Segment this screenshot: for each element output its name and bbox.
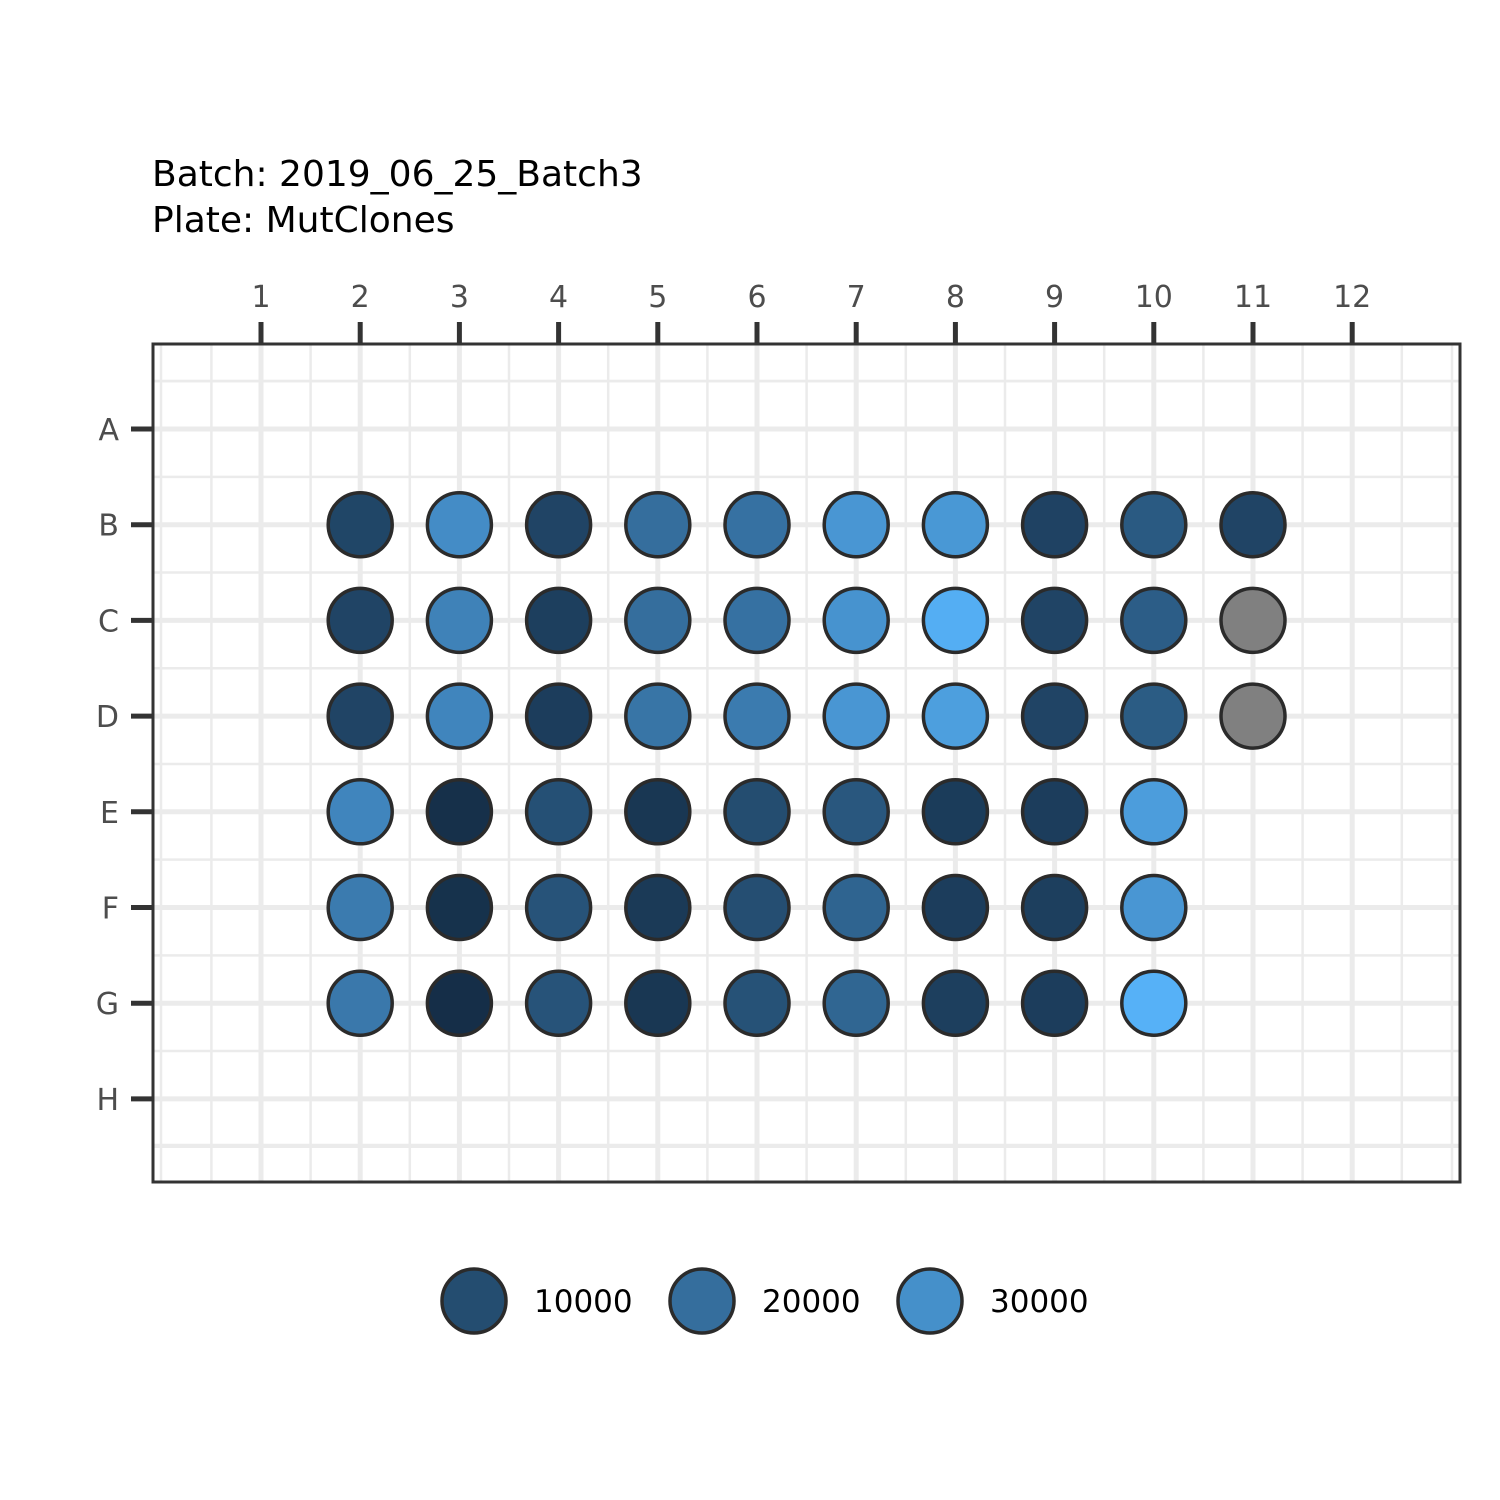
well-B4 — [524, 490, 593, 559]
well-D7 — [822, 682, 890, 750]
well-C10 — [1120, 586, 1188, 655]
x-tick-label: 8 — [946, 280, 965, 315]
well-B2 — [326, 490, 394, 559]
grid-lines — [153, 344, 1460, 1182]
y-tick-label: E — [100, 796, 119, 831]
chart-subtitle: Plate: MutClones — [152, 200, 455, 241]
well-D9 — [1020, 682, 1089, 750]
well-E4 — [524, 778, 593, 846]
well-B7 — [822, 490, 890, 559]
well-G9 — [1020, 969, 1089, 1037]
chart-title-block: Batch: 2019_06_25_Batch3 Plate: MutClone… — [152, 152, 643, 244]
y-tick-label: F — [102, 892, 119, 927]
well-E9 — [1020, 778, 1089, 846]
x-tick-label: 3 — [450, 280, 469, 315]
y-tick-label: H — [96, 1083, 119, 1118]
x-tick-label: 12 — [1333, 280, 1371, 315]
y-tick-label: A — [98, 413, 119, 448]
legend-label-20000: 20000 — [762, 1284, 861, 1320]
well-E10 — [1120, 778, 1188, 846]
well-C8 — [921, 586, 990, 655]
legend-label-30000: 30000 — [990, 1284, 1089, 1320]
y-tick-label: B — [98, 509, 119, 544]
well-E5 — [624, 778, 692, 846]
well-C7 — [822, 586, 890, 655]
well-G5 — [624, 969, 692, 1037]
well-E7 — [822, 778, 890, 846]
well-C2 — [326, 586, 394, 655]
x-tick-label: 11 — [1234, 280, 1272, 315]
x-tick-label: 9 — [1045, 280, 1064, 315]
well-F8 — [921, 873, 990, 942]
well-G8 — [921, 969, 990, 1037]
well-B10 — [1120, 490, 1188, 559]
well-C3 — [425, 586, 494, 655]
well-D8 — [921, 682, 990, 750]
well-D4 — [524, 682, 593, 750]
well-D10 — [1120, 682, 1188, 750]
well-E2 — [326, 778, 394, 846]
x-tick-label: 6 — [747, 280, 766, 315]
y-tick-label: G — [96, 987, 119, 1022]
y-tick-label: D — [96, 700, 119, 735]
legend-label-10000: 10000 — [534, 1284, 633, 1320]
well-G2 — [326, 969, 394, 1037]
well-C5 — [624, 586, 692, 655]
well-E3 — [425, 778, 494, 846]
x-tick-label: 1 — [251, 280, 270, 315]
y-tick-label: C — [98, 604, 119, 639]
well-E8 — [921, 778, 990, 846]
well-C4 — [524, 586, 593, 655]
legend-key-30000 — [896, 1267, 964, 1335]
well-G7 — [822, 969, 890, 1037]
well-F3 — [425, 873, 494, 942]
well-G3 — [425, 969, 494, 1037]
x-tick-label: 7 — [847, 280, 866, 315]
legend-key-10000 — [440, 1267, 508, 1335]
well-E6 — [723, 778, 791, 846]
legend-key-20000 — [668, 1267, 736, 1335]
well-B6 — [723, 490, 791, 559]
well-C11 — [1219, 586, 1287, 655]
well-F10 — [1120, 873, 1188, 942]
well-D3 — [425, 682, 494, 750]
wells — [326, 490, 1287, 1037]
well-B11 — [1219, 490, 1287, 559]
well-D11 — [1219, 682, 1287, 750]
well-G6 — [723, 969, 791, 1037]
well-F9 — [1020, 873, 1089, 942]
well-B8 — [921, 490, 990, 559]
legend: 10000 20000 30000 — [440, 1267, 1089, 1335]
well-F6 — [723, 873, 791, 942]
well-F4 — [524, 873, 593, 942]
plot-panel-border — [151, 342, 1462, 1184]
x-tick-label: 10 — [1135, 280, 1173, 315]
well-C6 — [723, 586, 791, 655]
x-tick-label: 4 — [549, 280, 568, 315]
x-tick-label: 2 — [351, 280, 370, 315]
well-G4 — [524, 969, 593, 1037]
x-tick-label: 5 — [648, 280, 667, 315]
well-G10 — [1120, 969, 1188, 1037]
well-B5 — [624, 490, 692, 559]
well-F7 — [822, 873, 890, 942]
well-C9 — [1020, 586, 1089, 655]
well-B3 — [425, 490, 494, 559]
well-B9 — [1020, 490, 1089, 559]
chart-title: Batch: 2019_06_25_Batch3 — [152, 154, 643, 195]
well-D2 — [326, 682, 394, 750]
well-D5 — [624, 682, 692, 750]
well-D6 — [723, 682, 791, 750]
well-F2 — [326, 873, 394, 942]
well-F5 — [624, 873, 692, 942]
